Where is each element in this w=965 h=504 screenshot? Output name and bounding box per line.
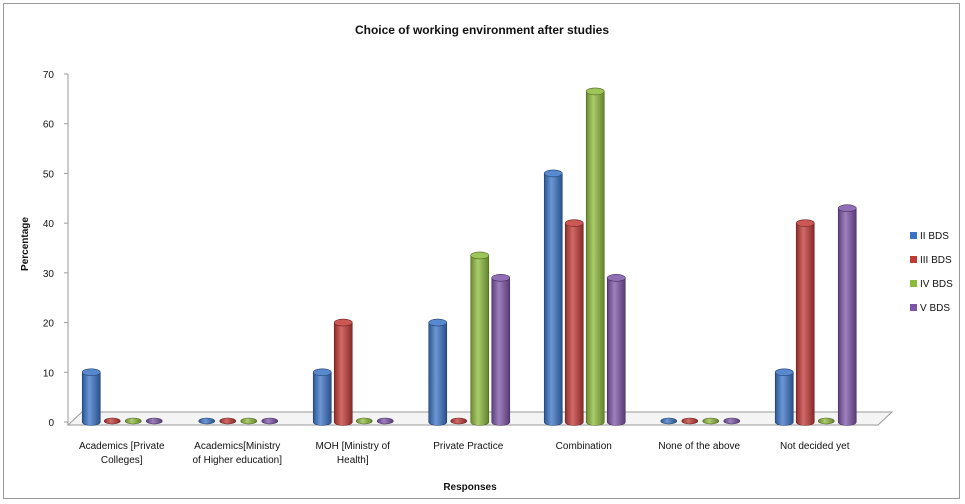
y-tick-labels: 0 10 20 30 40 50 60 70 [43,70,68,429]
y-tick-label: 50 [43,169,55,180]
bar-4-iv-bds [470,251,490,426]
category-label: Not decided yet [780,441,850,452]
legend-swatch [910,232,917,239]
bar-4-ii-bds [428,318,448,426]
bar-7-v-bds [837,204,857,426]
category-label: MOH [Ministry of Health] [316,441,391,466]
category-label: Academics[Ministry of Higher education] [192,441,282,466]
bar-7-iii-bds [795,219,815,426]
y-tick-label: 30 [43,269,55,280]
bar-7-ii-bds [774,368,794,426]
bar-5-iv-bds [585,87,605,426]
bar-6-v-bds [723,417,741,425]
bar-2-v-bds [261,417,279,425]
bar-3-ii-bds [312,368,332,426]
y-tick-label: 70 [43,70,55,81]
x-axis-title: Responses [443,482,497,493]
bar-7-iv-bds [817,417,835,425]
bar-2-ii-bds [198,417,216,425]
bars [81,87,857,426]
legend: II BDS III BDS IV BDS V BDS [910,231,953,314]
legend-label: V BDS [920,303,950,314]
chart-canvas: Choice of working environment after stud… [20,23,953,493]
bar-1-iv-bds [124,417,142,425]
bar-1-iii-bds [103,417,121,425]
bar-4-iii-bds [450,417,468,425]
legend-label: III BDS [920,255,952,266]
bar-6-iii-bds [681,417,699,425]
bar-5-ii-bds [543,169,563,426]
legend-swatch [910,280,917,287]
bar-6-ii-bds [660,417,678,425]
category-label: None of the above [658,441,740,452]
category-labels: Academics [Private Colleges] Academics[Min… [79,441,850,466]
chart-title: Choice of working environment after stud… [355,23,609,37]
y-axis-title: Percentage [20,217,31,271]
bar-2-iv-bds [240,417,258,425]
chart-frame: Choice of working environment after stud… [3,3,960,499]
category-label: Private Practice [433,441,503,452]
y-tick-label: 10 [43,368,55,379]
legend-swatch [910,256,917,263]
bar-3-v-bds [376,417,394,425]
bar-1-ii-bds [81,368,101,426]
bar-6-iv-bds [702,417,720,425]
bar-2-iii-bds [219,417,237,425]
bar-5-iii-bds [564,219,584,426]
category-label: Combination [556,441,612,452]
bar-1-v-bds [145,417,163,425]
legend-swatch [910,304,917,311]
bar-5-v-bds [606,274,626,426]
y-tick-label: 0 [48,418,54,429]
category-label: Academics [Private Colleges] [79,441,165,466]
y-tick-label: 60 [43,120,55,131]
bar-4-v-bds [491,274,511,426]
legend-label: IV BDS [920,279,953,290]
y-tick-label: 20 [43,319,55,330]
bar-3-iv-bds [355,417,373,425]
bar-3-iii-bds [333,318,353,426]
y-tick-label: 40 [43,219,55,230]
legend-label: II BDS [920,231,949,242]
